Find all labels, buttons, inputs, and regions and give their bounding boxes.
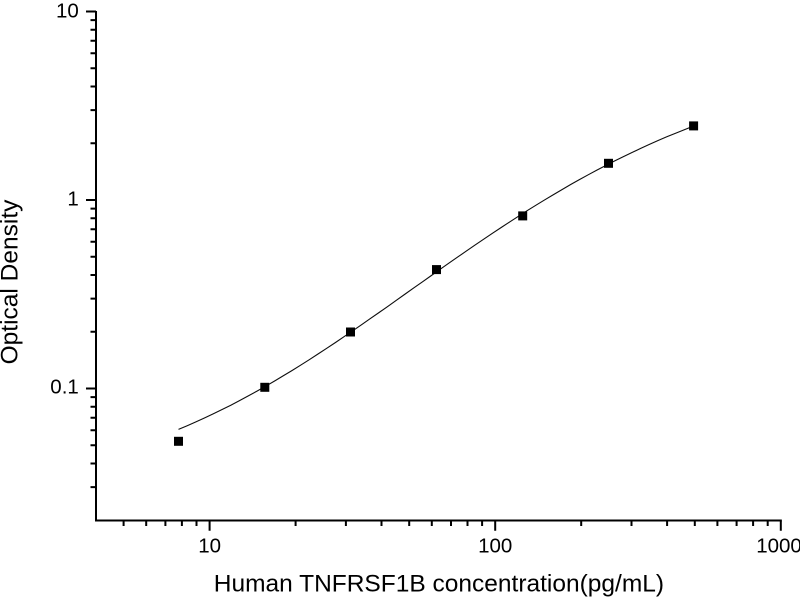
svg-text:10: 10	[198, 535, 221, 558]
svg-text:100: 100	[478, 535, 512, 558]
svg-text:1000: 1000	[756, 535, 800, 558]
svg-text:10: 10	[56, 0, 79, 23]
svg-text:Human TNFRSF1B concentration(p: Human TNFRSF1B concentration(pg/mL)	[214, 571, 664, 598]
svg-text:1: 1	[67, 188, 78, 211]
svg-text:Optical Density: Optical Density	[0, 199, 24, 365]
svg-text:0.1: 0.1	[50, 376, 79, 399]
